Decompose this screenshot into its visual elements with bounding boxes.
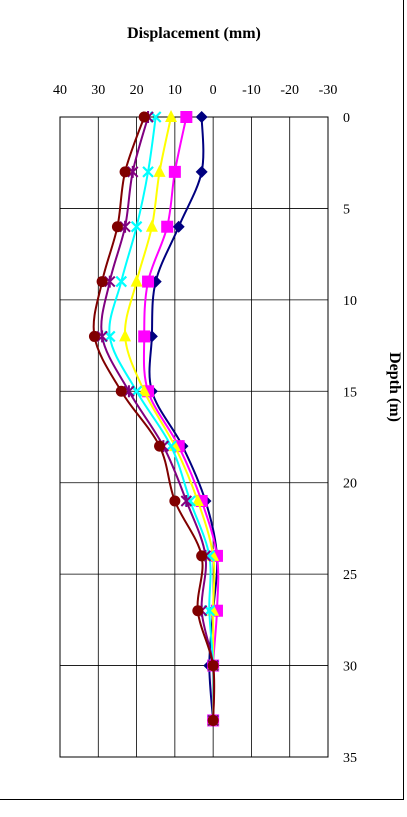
y-tick-label: 30	[343, 660, 357, 675]
y-tick-label: 25	[343, 568, 357, 583]
x-tick-label: 30	[91, 83, 105, 98]
data-point-square	[142, 275, 155, 288]
x-tick-label: 0	[210, 83, 217, 98]
y-tick-label: 0	[343, 111, 350, 126]
data-point-diamond	[195, 165, 208, 178]
data-point-triangle	[145, 219, 158, 232]
x-tick-label: 40	[53, 83, 67, 98]
y-tick-label: 20	[343, 477, 357, 492]
data-point-diamond	[172, 220, 185, 233]
data-point-triangle	[119, 329, 132, 342]
data-point-circle	[169, 495, 181, 507]
data-point-circle	[154, 440, 166, 452]
y-tick-label: 15	[343, 385, 357, 400]
series-group	[88, 110, 223, 727]
data-point-x	[142, 166, 154, 178]
chart-title: Displacement (mm)	[127, 25, 261, 42]
x-tick-label: 10	[168, 83, 182, 98]
data-point-square	[161, 220, 174, 233]
x-tick-label: -30	[319, 83, 338, 98]
y-axis-label: Depth (m)	[386, 352, 403, 422]
grid	[59, 116, 329, 758]
data-point-circle	[115, 385, 127, 397]
data-point-circle	[111, 221, 123, 233]
y-tick-label: 35	[343, 751, 357, 766]
data-point-square	[138, 330, 151, 343]
y-tick-label: 5	[343, 202, 350, 217]
data-point-triangle	[138, 384, 151, 397]
y-tick-labels: 0 5 10 15 20 25 30 35	[343, 111, 357, 766]
data-point-square	[180, 111, 193, 123]
data-point-asterisk	[180, 495, 193, 507]
series-5	[96, 111, 219, 727]
plot-area	[59, 116, 329, 758]
data-point-diamond	[195, 111, 208, 123]
data-point-x	[130, 220, 143, 233]
series-6	[88, 111, 219, 726]
x-tick-labels: 40 30 20 10 0 -10 -20 -30	[53, 83, 337, 98]
chart-frame	[0, 0, 404, 800]
data-point-triangle	[191, 494, 204, 506]
x-tick-label: -20	[280, 83, 299, 98]
x-tick-label: -10	[242, 83, 261, 98]
data-point-circle	[138, 111, 150, 123]
data-point-circle	[119, 166, 131, 178]
data-point-triangle	[130, 274, 143, 287]
data-point-circle	[192, 605, 204, 617]
data-point-square	[168, 165, 181, 178]
data-point-circle	[196, 550, 208, 562]
x-tick-label: 20	[130, 83, 144, 98]
data-point-triangle	[153, 164, 166, 177]
data-point-circle	[96, 276, 108, 288]
data-point-circle	[207, 714, 219, 726]
data-point-x	[115, 275, 128, 288]
data-point-circle	[88, 330, 100, 342]
data-point-triangle	[165, 110, 178, 122]
series-line	[108, 116, 215, 721]
series-line	[100, 116, 215, 721]
data-point-circle	[207, 660, 219, 672]
y-tick-label: 10	[343, 294, 357, 309]
